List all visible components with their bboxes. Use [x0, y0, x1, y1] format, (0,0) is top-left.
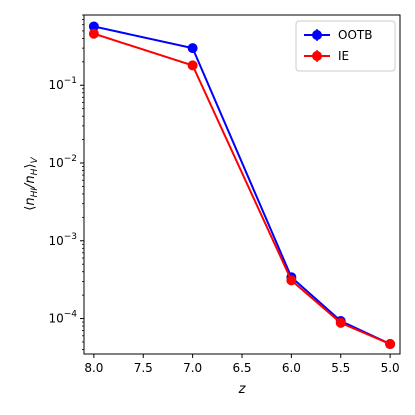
legend-marker-ie [312, 51, 322, 61]
y-tick-label: 10−4 [48, 310, 77, 326]
series-layer [88, 21, 396, 350]
x-tick-label: 7.5 [134, 361, 153, 375]
y-tick-label: 10−1 [48, 76, 77, 92]
x-tick-label: 6.5 [232, 361, 251, 375]
legend: OOTB IE [295, 20, 396, 72]
x-tick-label: 8.0 [84, 361, 103, 375]
x-tick-label: 6.0 [282, 361, 301, 375]
data-point-ie [286, 275, 297, 286]
y-tick-label: 10−3 [48, 232, 77, 248]
data-point-ie [187, 60, 198, 71]
x-tick-label: 5.0 [381, 361, 400, 375]
svg-text:⟨nHI/nH⟩V: ⟨nHI/nH⟩V [23, 156, 40, 210]
legend-label-ootb: OOTB [338, 28, 372, 42]
axes-layer: 8.0 7.5 7.0 6.5 6.0 5.5 5.0 10−1 10−2 10−3 10−4 [48, 14, 401, 375]
y-axis-label: ⟨nHI/nH⟩V [23, 156, 40, 210]
data-point-ootb [187, 43, 198, 54]
legend-marker-ootb [312, 30, 322, 40]
y-tick-label: 10−2 [48, 154, 77, 170]
x-tick-label: 7.0 [183, 361, 202, 375]
data-point-ie [385, 339, 396, 350]
x-axis-label: z [238, 382, 247, 397]
data-point-ie [335, 317, 346, 328]
legend-label-ie: IE [338, 49, 349, 63]
x-tick-label: 5.5 [331, 361, 350, 375]
data-point-ie [88, 28, 99, 39]
